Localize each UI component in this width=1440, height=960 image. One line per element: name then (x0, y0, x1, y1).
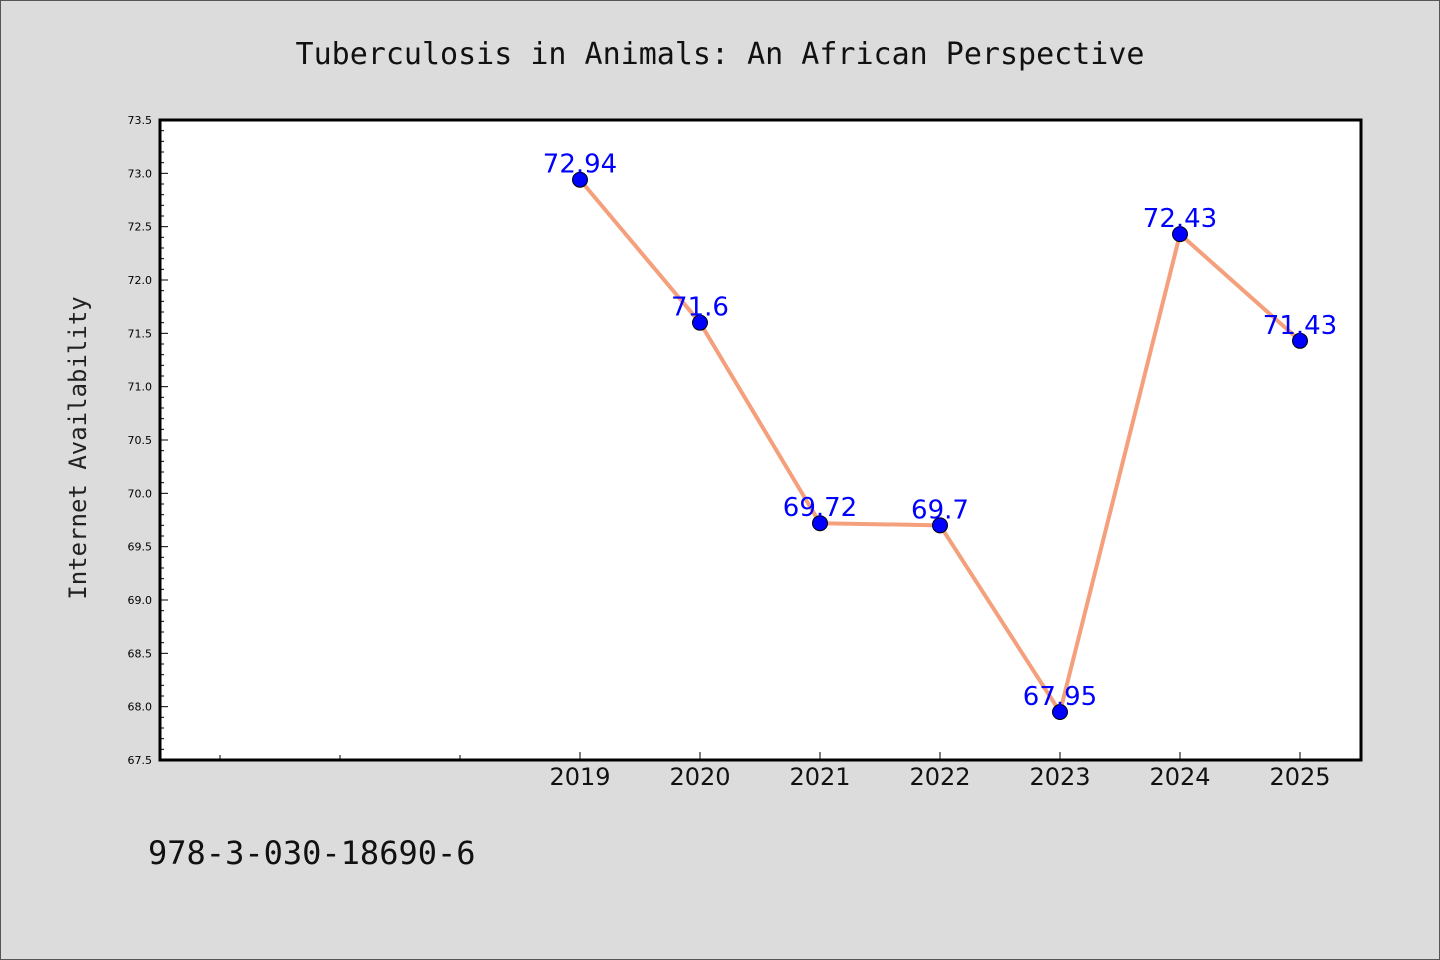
y-tick-label: 68.0 (128, 701, 153, 714)
x-tick-label: 2020 (669, 763, 730, 791)
y-tick-label: 70.0 (128, 487, 153, 500)
y-tick-label: 68.5 (128, 647, 153, 660)
data-point (1292, 332, 1308, 349)
plot-area (158, 118, 1363, 762)
data-point (1052, 704, 1068, 720)
data-labels: 72.94 71.6 69.72 69.7 67.95 72.43 71.43 (543, 150, 1337, 712)
y-tick-label: 71.0 (128, 381, 153, 394)
y-tick-label: 72.0 (128, 274, 153, 287)
x-tick-label: 2024 (1149, 763, 1210, 791)
y-tick-label: 73.5 (128, 114, 153, 127)
data-label: 72.94 (543, 150, 617, 180)
y-axis-label: Internet Availability (64, 296, 92, 599)
data-point (1172, 226, 1188, 243)
data-label: 71.6 (671, 293, 729, 323)
y-axis-ticks: 67.5 68.0 68.5 69.0 69.5 70.0 70.5 71.0 71.5 72.0… (128, 114, 168, 767)
y-tick-label: 67.5 (128, 754, 153, 767)
chart-title: Tuberculosis in Animals: An African Pers… (296, 37, 1145, 72)
x-axis-ticks: 2019 2020 2021 2022 2023 2024 2025 (219, 752, 1331, 791)
data-label: 67.95 (1023, 682, 1097, 712)
data-label: 72.43 (1143, 204, 1217, 234)
y-tick-label: 73.0 (128, 167, 153, 180)
data-point (812, 515, 828, 532)
x-tick-label: 2023 (1029, 763, 1090, 791)
x-tick-label: 2025 (1269, 763, 1330, 791)
data-point (932, 517, 948, 534)
data-label: 69.72 (783, 493, 857, 523)
y-tick-label: 72.5 (128, 221, 153, 234)
y-tick-label: 71.5 (128, 327, 153, 340)
data-points (572, 171, 1308, 720)
x-tick-label: 2019 (549, 763, 610, 791)
data-label: 71.43 (1263, 311, 1337, 341)
data-point (692, 314, 708, 331)
data-point (572, 171, 588, 188)
x-tick-label: 2022 (909, 763, 970, 791)
y-tick-label: 69.5 (128, 541, 153, 554)
y-tick-label: 70.5 (128, 434, 153, 447)
x-tick-label: 2021 (789, 763, 850, 791)
y-tick-label: 69.0 (128, 594, 153, 607)
data-label: 69.7 (911, 495, 969, 525)
isbn-footer: 978-3-030-18690-6 (148, 834, 476, 872)
